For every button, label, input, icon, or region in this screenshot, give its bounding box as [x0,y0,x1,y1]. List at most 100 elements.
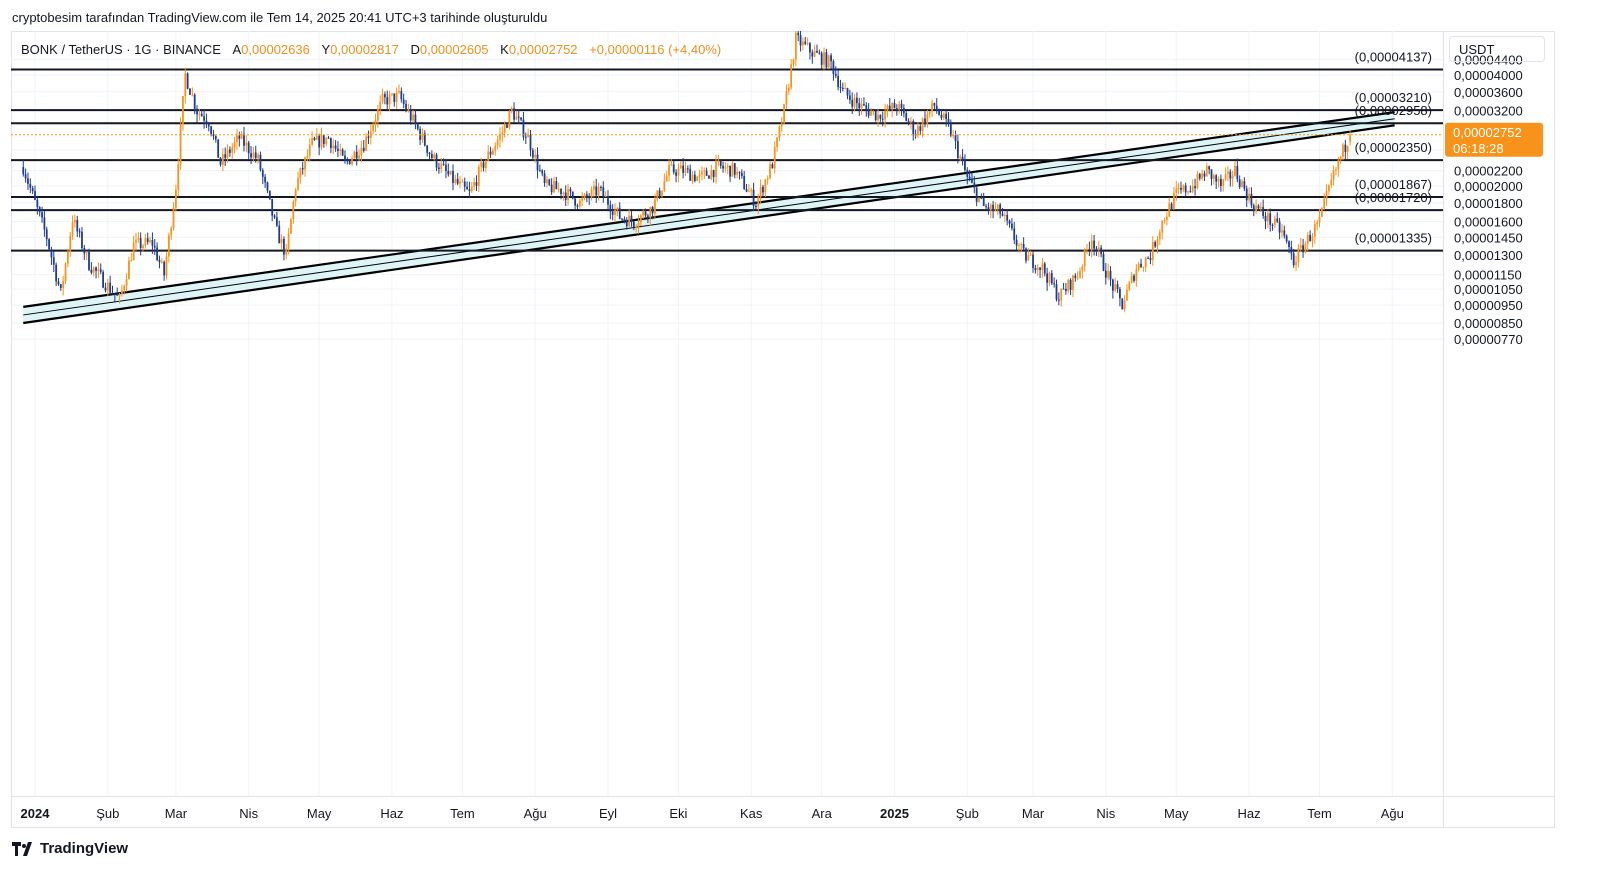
candle-body [651,206,654,214]
currency-selector[interactable]: USDT [1449,36,1545,62]
candle-body [452,170,454,183]
candle-body [254,152,257,159]
candle-body [1313,224,1316,237]
candle-body [442,163,445,165]
candle-body [332,145,335,149]
candle-body [1210,169,1213,179]
candle-body [517,116,520,118]
candle-body [912,121,915,135]
candle-body [844,88,847,90]
candle-body [590,189,593,198]
candle-body [1191,186,1194,192]
candle-body [1121,298,1124,310]
candle-body [879,114,882,119]
candle-body [99,269,102,272]
candle-body [1086,248,1088,250]
candle-body [268,190,271,199]
candle-body [365,136,368,151]
candle-body [487,151,490,161]
candle-body [92,267,95,273]
candle-body [433,154,436,159]
candle-body [543,173,546,184]
candle-body [1255,205,1258,212]
candle-body [221,154,224,165]
candle-body [398,91,400,93]
candle-body [675,172,677,176]
candle-body [809,43,811,53]
candle-body [1177,188,1180,190]
candle-body [649,206,652,219]
y-tick-label: 0,00000770 [1454,332,1523,347]
candle-body [191,94,194,96]
candle-body [900,103,903,108]
candle-body [344,155,346,161]
candle-body [1231,175,1234,179]
legend-symbol[interactable]: BONK / TetherUS · 1G · BINANCE [21,42,221,57]
candle-body [88,251,90,270]
candle-body [315,135,318,140]
candle-body [508,111,511,128]
candle-body [1029,254,1032,256]
candle-body [1194,186,1196,189]
candle-body [1065,288,1067,291]
candle-body [118,294,121,296]
ascending-channel[interactable] [23,111,1395,325]
candle-body [1060,288,1063,301]
candle-body [698,174,701,177]
candle-body [313,138,316,140]
candle-body [1048,273,1051,283]
candle-body [766,178,769,180]
candle-body [142,245,144,249]
candle-body [1264,215,1267,222]
candle-body [153,245,156,248]
candle-body [550,184,553,193]
candle-body [996,204,999,209]
candle-body [978,197,980,202]
candle-body [327,137,330,139]
candle-body [470,186,473,192]
candle-body [670,164,673,166]
candle-body [964,160,966,171]
candle-body [95,267,97,271]
legend-high-label: Y [321,42,331,57]
candle-body [311,138,313,145]
candle-body [355,151,358,159]
candle-body [647,215,649,219]
candle-body [210,126,213,135]
candle-body [1069,279,1072,290]
candle-body [689,168,692,181]
candle-body [1318,216,1321,223]
candle-body [198,113,201,115]
y-tick-label: 0,00001600 [1454,215,1523,230]
candle-body [1349,134,1351,142]
candle-body [522,119,525,137]
candle-body [639,215,642,223]
candle-body [74,219,76,223]
candle-body [477,166,480,186]
candle-body [468,189,471,192]
candle-body [717,160,720,162]
candle-body [1020,244,1023,246]
candle-body [1093,240,1095,249]
candle-body [1229,171,1232,179]
candle-body [285,248,288,255]
candle-body [1137,263,1140,270]
x-tick-label: Mar [1022,806,1045,821]
candle-body [848,95,851,100]
tradingview-brand: TradingView [40,840,129,857]
candle-body [557,188,560,190]
candle-body [454,178,457,183]
legend-change-value: +0,00000116 (+4,40%) [589,42,722,57]
candle-body [318,135,321,148]
candle-body [924,118,926,124]
candle-body [893,103,896,109]
candle-body [719,160,722,166]
candle-body [259,154,262,171]
candle-body [954,135,957,142]
candle-body [1142,266,1145,268]
candle-body [1187,191,1189,193]
candle-body [529,134,532,151]
candle-body [45,229,48,240]
candle-body [1311,236,1314,242]
